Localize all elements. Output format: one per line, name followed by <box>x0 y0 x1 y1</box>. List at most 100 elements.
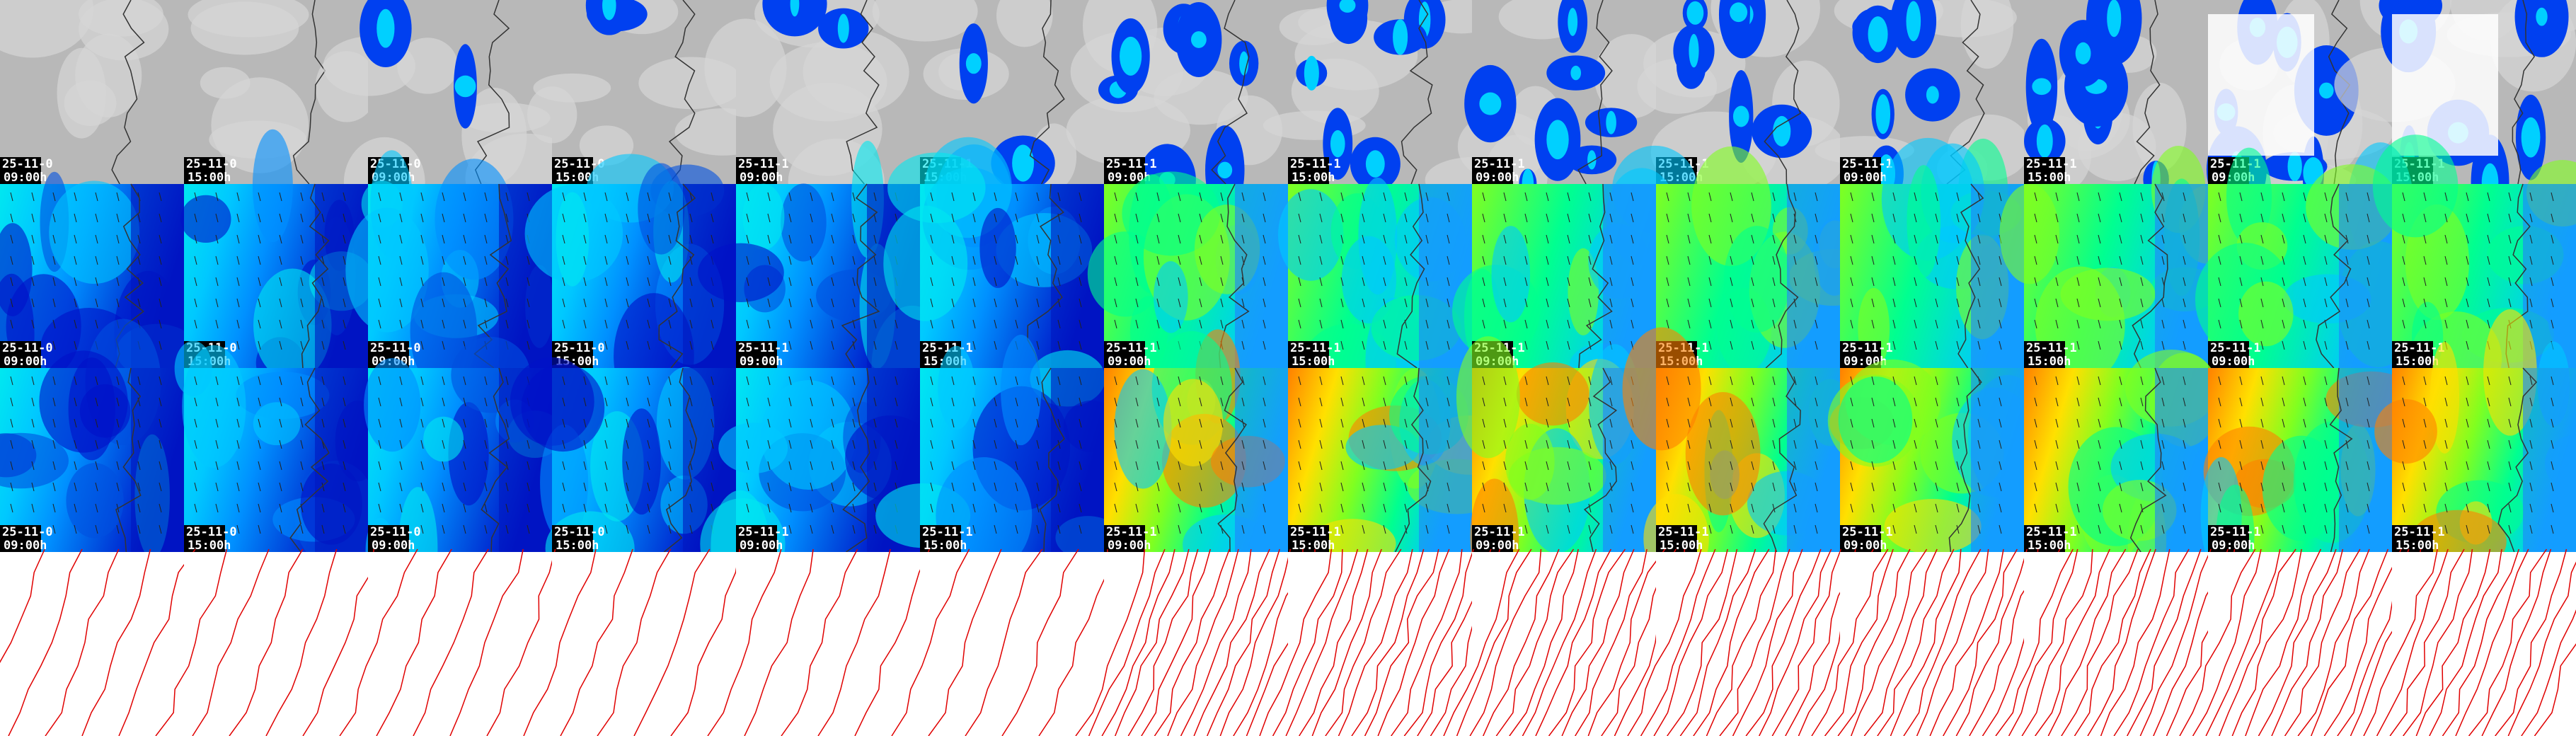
wind-barb <box>2466 192 2469 202</box>
wind-barb <box>2345 376 2349 386</box>
wind-barb <box>2119 397 2122 407</box>
wind-barb <box>1977 234 1981 244</box>
wind-barb <box>2239 418 2243 428</box>
wind-barb <box>1588 192 1592 202</box>
isobar <box>81 548 151 736</box>
wind-barb <box>2218 482 2221 492</box>
wind-barb <box>626 255 629 265</box>
tile-date: 25-11-1 <box>1290 525 1341 539</box>
wind-barb <box>1199 255 1202 265</box>
wind-barb <box>2303 234 2306 244</box>
wind-barb <box>1687 298 1691 308</box>
precip <box>376 8 395 48</box>
wind-barb <box>116 461 120 471</box>
coastline <box>1957 183 1984 369</box>
wind-barb <box>2508 503 2512 513</box>
wind-barb <box>279 277 282 287</box>
wind-barb <box>1751 524 1754 534</box>
isobar <box>2219 548 2296 736</box>
wind-barb <box>2324 298 2328 308</box>
wind-barb <box>1956 255 1960 265</box>
wind-barb <box>2345 255 2349 265</box>
wind-barb <box>810 418 813 428</box>
wind-barb <box>52 319 56 329</box>
wind-barb <box>1362 234 1365 244</box>
wind-barb <box>2444 461 2448 471</box>
wind-barb <box>1956 461 1960 471</box>
wind-barb <box>2303 192 2306 202</box>
wind-barb <box>2508 524 2512 534</box>
wind-barb <box>95 397 98 407</box>
wind-barb <box>1871 298 1875 308</box>
wind-barb <box>1892 503 1896 513</box>
wind-barb <box>647 192 650 202</box>
tile-time: 09:00h <box>2212 539 2255 553</box>
wind-barb <box>2119 234 2122 244</box>
wind-barb <box>852 234 856 244</box>
wind-barb <box>527 298 530 308</box>
coastline <box>1396 183 1425 369</box>
isobar <box>1522 548 1597 736</box>
wind-barb <box>1609 319 1613 329</box>
tile-date: 25-11-1 <box>2394 525 2445 539</box>
wind-barb <box>2055 397 2059 407</box>
precip <box>1587 150 1597 170</box>
wind-barb <box>300 319 304 329</box>
wind-barb <box>1015 277 1018 287</box>
wind-barb <box>604 340 608 350</box>
map-tile: 25-11-009:00h <box>0 318 184 559</box>
wind-barb <box>972 319 976 329</box>
wind-barb <box>1362 418 1365 428</box>
label-box <box>0 157 41 184</box>
wind-barb <box>1977 277 1981 287</box>
label-box <box>920 525 961 552</box>
wind-barb <box>1588 461 1592 471</box>
wind-barb <box>689 213 693 223</box>
wind-barb <box>668 397 672 407</box>
wind-barb <box>1892 461 1896 471</box>
wind-barb <box>873 340 877 350</box>
wind-barb <box>1588 439 1592 449</box>
coastline <box>1578 183 1613 369</box>
wind-barb <box>194 298 197 308</box>
wind-barb <box>215 255 219 265</box>
wind-barb <box>258 461 261 471</box>
wind-barb <box>583 461 587 471</box>
wind-barb <box>1503 482 1507 492</box>
field <box>781 183 827 262</box>
wind-barb <box>74 503 77 513</box>
wind-barb <box>194 192 197 202</box>
wind-barb <box>31 503 35 513</box>
wind-barb <box>1425 376 1429 386</box>
wind-barb <box>1156 503 1160 513</box>
isobar <box>1916 548 1989 736</box>
wind-barb <box>2466 524 2469 534</box>
wind-barb <box>1114 482 1117 492</box>
precip <box>1012 144 1035 182</box>
wind-barb <box>1524 319 1528 329</box>
wind-barb <box>689 397 693 407</box>
wind-barb <box>1404 234 1408 244</box>
wind-barb <box>52 277 56 287</box>
wind-barb <box>788 376 792 386</box>
wind-barb <box>668 319 672 329</box>
wind-barb <box>1546 298 1549 308</box>
wind-barb <box>626 461 629 471</box>
wind-barb <box>420 439 424 449</box>
wind-barb <box>1956 340 1960 350</box>
wind-barb <box>583 277 587 287</box>
wind-barb <box>647 376 650 386</box>
field <box>180 195 231 243</box>
field <box>423 416 464 462</box>
wind-barb <box>1263 298 1266 308</box>
wind-barb <box>2551 418 2554 428</box>
wind-barb <box>668 340 672 350</box>
wind-barb <box>1383 482 1386 492</box>
wind-barb <box>116 234 120 244</box>
wind-barb <box>746 376 749 386</box>
wind-barb <box>1956 482 1960 492</box>
wind-barb <box>1503 255 1507 265</box>
map-tile: 25-11-109:00h <box>1827 360 2047 554</box>
wind-barb <box>2239 277 2243 287</box>
wind-barb <box>442 503 445 513</box>
